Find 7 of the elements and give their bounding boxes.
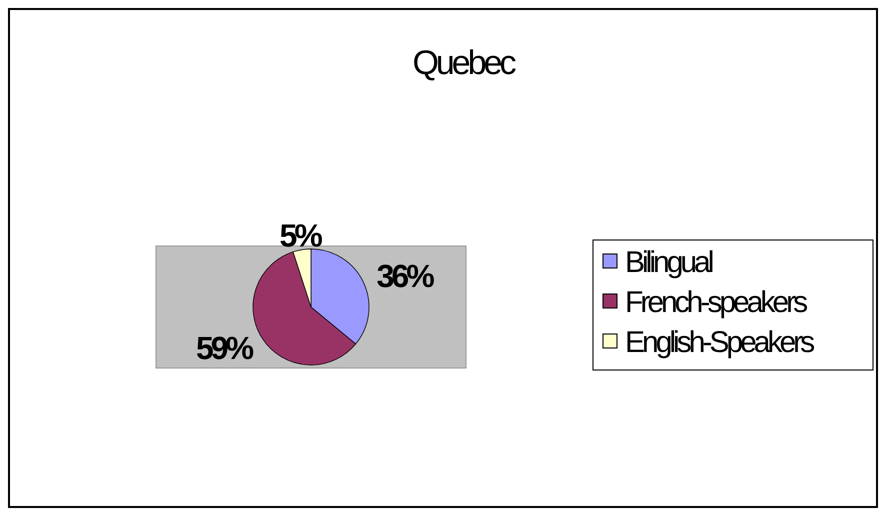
data-label: 36% — [376, 258, 434, 294]
legend-label: English-Speakers — [625, 326, 814, 359]
chart-title: Quebec — [412, 44, 517, 82]
legend-label: French-speakers — [625, 286, 808, 319]
legend-label: Bilingual — [625, 246, 713, 279]
data-label: 59% — [196, 330, 254, 366]
data-label: 5% — [280, 217, 322, 254]
